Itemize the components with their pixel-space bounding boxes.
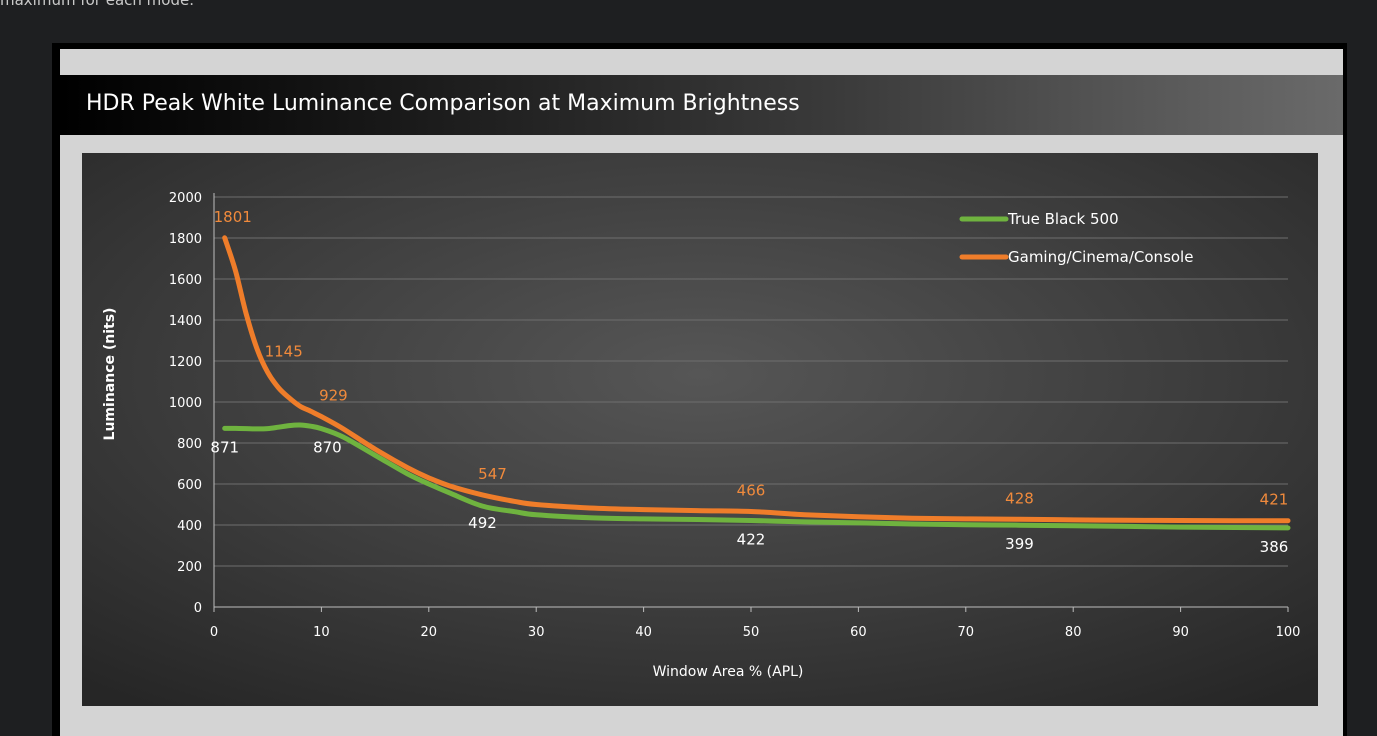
data-label: 871 xyxy=(210,438,239,456)
data-label: 399 xyxy=(1005,535,1034,553)
title-bar: HDR Peak White Luminance Comparison at M… xyxy=(60,75,1343,135)
y-tick-label: 1800 xyxy=(169,232,202,247)
legend-label: Gaming/Cinema/Console xyxy=(1008,248,1193,266)
legend-label: True Black 500 xyxy=(1007,210,1119,228)
x-tick-label: 90 xyxy=(1172,625,1189,640)
y-tick-label: 400 xyxy=(177,519,202,534)
x-tick-label: 100 xyxy=(1276,625,1301,640)
data-label: 929 xyxy=(319,387,348,405)
page-top-text: maximum for each mode. xyxy=(0,0,194,9)
y-tick-label: 800 xyxy=(177,437,202,452)
x-tick-label: 20 xyxy=(421,625,438,640)
data-label: 386 xyxy=(1260,538,1289,556)
data-label: 492 xyxy=(468,514,497,532)
line-chart: 0 200 400 600 800 1000 1200 1400 1600 1800 2000 0 10… xyxy=(82,153,1318,706)
y-tick-label: 200 xyxy=(177,560,202,575)
series-line-1 xyxy=(222,235,1291,524)
y-tick-label: 1200 xyxy=(169,355,202,370)
chart-frame: HDR Peak White Luminance Comparison at M… xyxy=(52,43,1347,736)
x-tick-label: 60 xyxy=(850,625,867,640)
x-tick-label: 10 xyxy=(313,625,330,640)
y-axis-title: Luminance (nits) xyxy=(102,308,118,441)
chart-title: HDR Peak White Luminance Comparison at M… xyxy=(86,91,800,116)
x-tick-label: 30 xyxy=(528,625,545,640)
y-tick-label: 600 xyxy=(177,478,202,493)
y-tick-label: 2000 xyxy=(169,191,202,206)
x-tick-label: 50 xyxy=(743,625,760,640)
data-label: 547 xyxy=(478,465,507,483)
y-tick-label: 1600 xyxy=(169,273,202,288)
data-label: 466 xyxy=(737,481,766,499)
chart-area: 0 200 400 600 800 1000 1200 1400 1600 1800 2000 0 10… xyxy=(82,153,1318,706)
chart-frame-inner: HDR Peak White Luminance Comparison at M… xyxy=(60,49,1343,736)
x-tick-label: 0 xyxy=(210,625,218,640)
x-tick-label: 80 xyxy=(1065,625,1082,640)
x-axis-title: Window Area % (APL) xyxy=(653,664,804,680)
series-line-0 xyxy=(222,422,1291,531)
y-tick-label: 0 xyxy=(194,601,202,616)
y-tick-label: 1400 xyxy=(169,314,202,329)
data-label: 1145 xyxy=(265,342,303,360)
x-tick-label: 70 xyxy=(958,625,975,640)
data-label: 870 xyxy=(313,439,342,457)
y-tick-label: 1000 xyxy=(169,396,202,411)
data-label: 1801 xyxy=(214,208,252,226)
data-label: 428 xyxy=(1005,489,1034,507)
data-label: 421 xyxy=(1260,491,1289,509)
plot-background xyxy=(82,153,1318,706)
data-label: 422 xyxy=(737,530,766,548)
x-tick-label: 40 xyxy=(635,625,652,640)
